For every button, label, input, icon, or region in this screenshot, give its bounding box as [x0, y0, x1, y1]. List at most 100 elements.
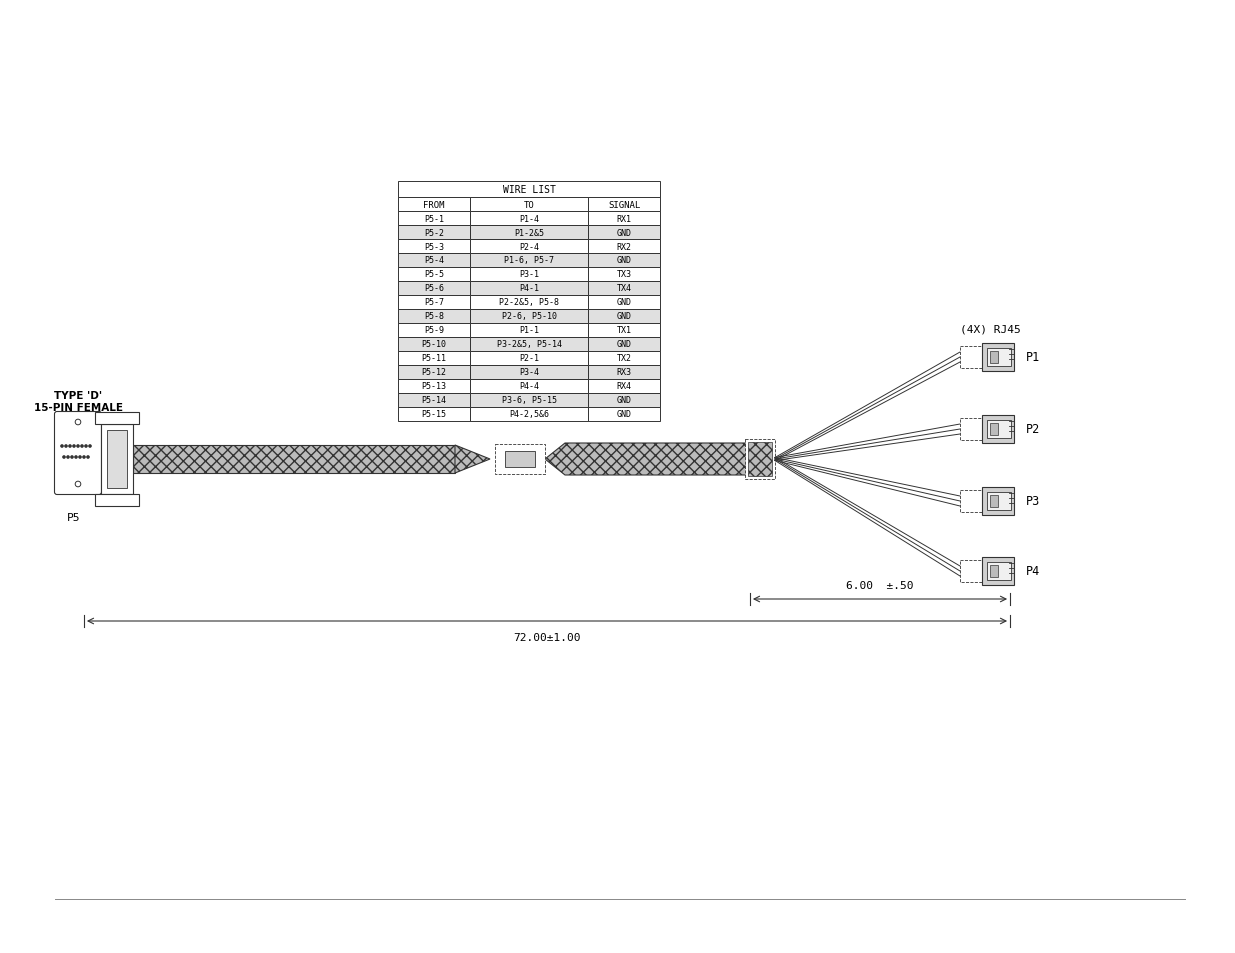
Text: FROM: FROM [424, 200, 445, 210]
Text: P3-4: P3-4 [519, 368, 538, 377]
Bar [471, 337, 588, 352]
Text: 72.00±1.00: 72.00±1.00 [514, 633, 580, 642]
Circle shape [73, 445, 75, 448]
Circle shape [75, 481, 80, 487]
Circle shape [89, 445, 91, 448]
Bar [398, 324, 471, 337]
Text: P1-1: P1-1 [519, 326, 538, 335]
Text: P5: P5 [67, 513, 80, 522]
Text: GND: GND [616, 410, 631, 419]
Text: P5-14: P5-14 [421, 396, 447, 405]
Text: P4-4: P4-4 [519, 382, 538, 391]
Text: GND: GND [616, 313, 631, 321]
Bar [960, 347, 982, 369]
Bar [398, 337, 471, 352]
Bar [748, 442, 772, 476]
Bar [990, 423, 998, 436]
Circle shape [74, 456, 78, 459]
Text: P5-5: P5-5 [424, 271, 445, 279]
Text: P5-9: P5-9 [424, 326, 445, 335]
Text: P5-8: P5-8 [424, 313, 445, 321]
Circle shape [80, 445, 84, 448]
Text: TX4: TX4 [616, 284, 631, 294]
Bar [398, 226, 471, 240]
Text: P3-6, P5-15: P3-6, P5-15 [501, 396, 557, 405]
Bar [471, 379, 588, 394]
Bar [960, 418, 982, 440]
Text: P5-11: P5-11 [421, 355, 447, 363]
Bar [745, 439, 776, 479]
Bar [471, 268, 588, 282]
Text: RX1: RX1 [616, 214, 631, 223]
Text: GND: GND [616, 256, 631, 265]
Text: RX4: RX4 [616, 382, 631, 391]
Bar [398, 240, 471, 253]
Bar [471, 295, 588, 310]
Bar [133, 446, 454, 474]
Circle shape [77, 445, 79, 448]
Bar [95, 413, 140, 424]
Bar [982, 344, 1014, 372]
Circle shape [67, 456, 69, 459]
Bar [588, 324, 659, 337]
Bar [398, 352, 471, 366]
FancyBboxPatch shape [54, 412, 101, 495]
Text: TX3: TX3 [616, 271, 631, 279]
Bar [987, 420, 1011, 438]
Text: GND: GND [616, 298, 631, 307]
Bar [398, 408, 471, 421]
Circle shape [61, 445, 63, 448]
Bar [471, 310, 588, 324]
Bar [471, 198, 588, 212]
Bar [982, 416, 1014, 443]
Bar [398, 366, 471, 379]
Bar [982, 558, 1014, 585]
Text: P5-4: P5-4 [424, 256, 445, 265]
Bar [101, 424, 133, 495]
Bar [588, 366, 659, 379]
Polygon shape [545, 443, 750, 476]
Text: P2-4: P2-4 [519, 242, 538, 252]
Circle shape [83, 456, 85, 459]
Bar [588, 226, 659, 240]
Bar [987, 493, 1011, 511]
Bar [588, 198, 659, 212]
Bar [960, 560, 982, 582]
Circle shape [84, 445, 88, 448]
Bar [471, 226, 588, 240]
Text: (4X) RJ45: (4X) RJ45 [960, 325, 1021, 335]
Bar [588, 295, 659, 310]
Text: P1-2&5: P1-2&5 [514, 229, 543, 237]
Text: TX2: TX2 [616, 355, 631, 363]
Bar [505, 452, 535, 468]
Text: P4-1: P4-1 [519, 284, 538, 294]
Bar [398, 394, 471, 408]
Bar [471, 352, 588, 366]
Text: P2: P2 [1026, 423, 1040, 436]
Text: P3-1: P3-1 [519, 271, 538, 279]
Bar [398, 182, 659, 198]
Bar [588, 352, 659, 366]
Bar [588, 394, 659, 408]
Text: P4-2,5&6: P4-2,5&6 [509, 410, 550, 419]
Bar [495, 444, 545, 475]
Text: GND: GND [616, 229, 631, 237]
Text: P5-7: P5-7 [424, 298, 445, 307]
Text: P5-12: P5-12 [421, 368, 447, 377]
Bar [990, 565, 998, 578]
Bar [982, 488, 1014, 516]
Circle shape [75, 419, 80, 425]
Bar [588, 268, 659, 282]
Bar [471, 253, 588, 268]
Circle shape [64, 445, 68, 448]
Bar [588, 212, 659, 226]
Bar [95, 495, 140, 506]
Bar [987, 349, 1011, 367]
Text: P3: P3 [1026, 495, 1040, 508]
Text: GND: GND [616, 396, 631, 405]
Bar [471, 282, 588, 295]
Bar [588, 337, 659, 352]
Bar [588, 253, 659, 268]
Text: P2-6, P5-10: P2-6, P5-10 [501, 313, 557, 321]
Text: P3-2&5, P5-14: P3-2&5, P5-14 [496, 340, 562, 349]
